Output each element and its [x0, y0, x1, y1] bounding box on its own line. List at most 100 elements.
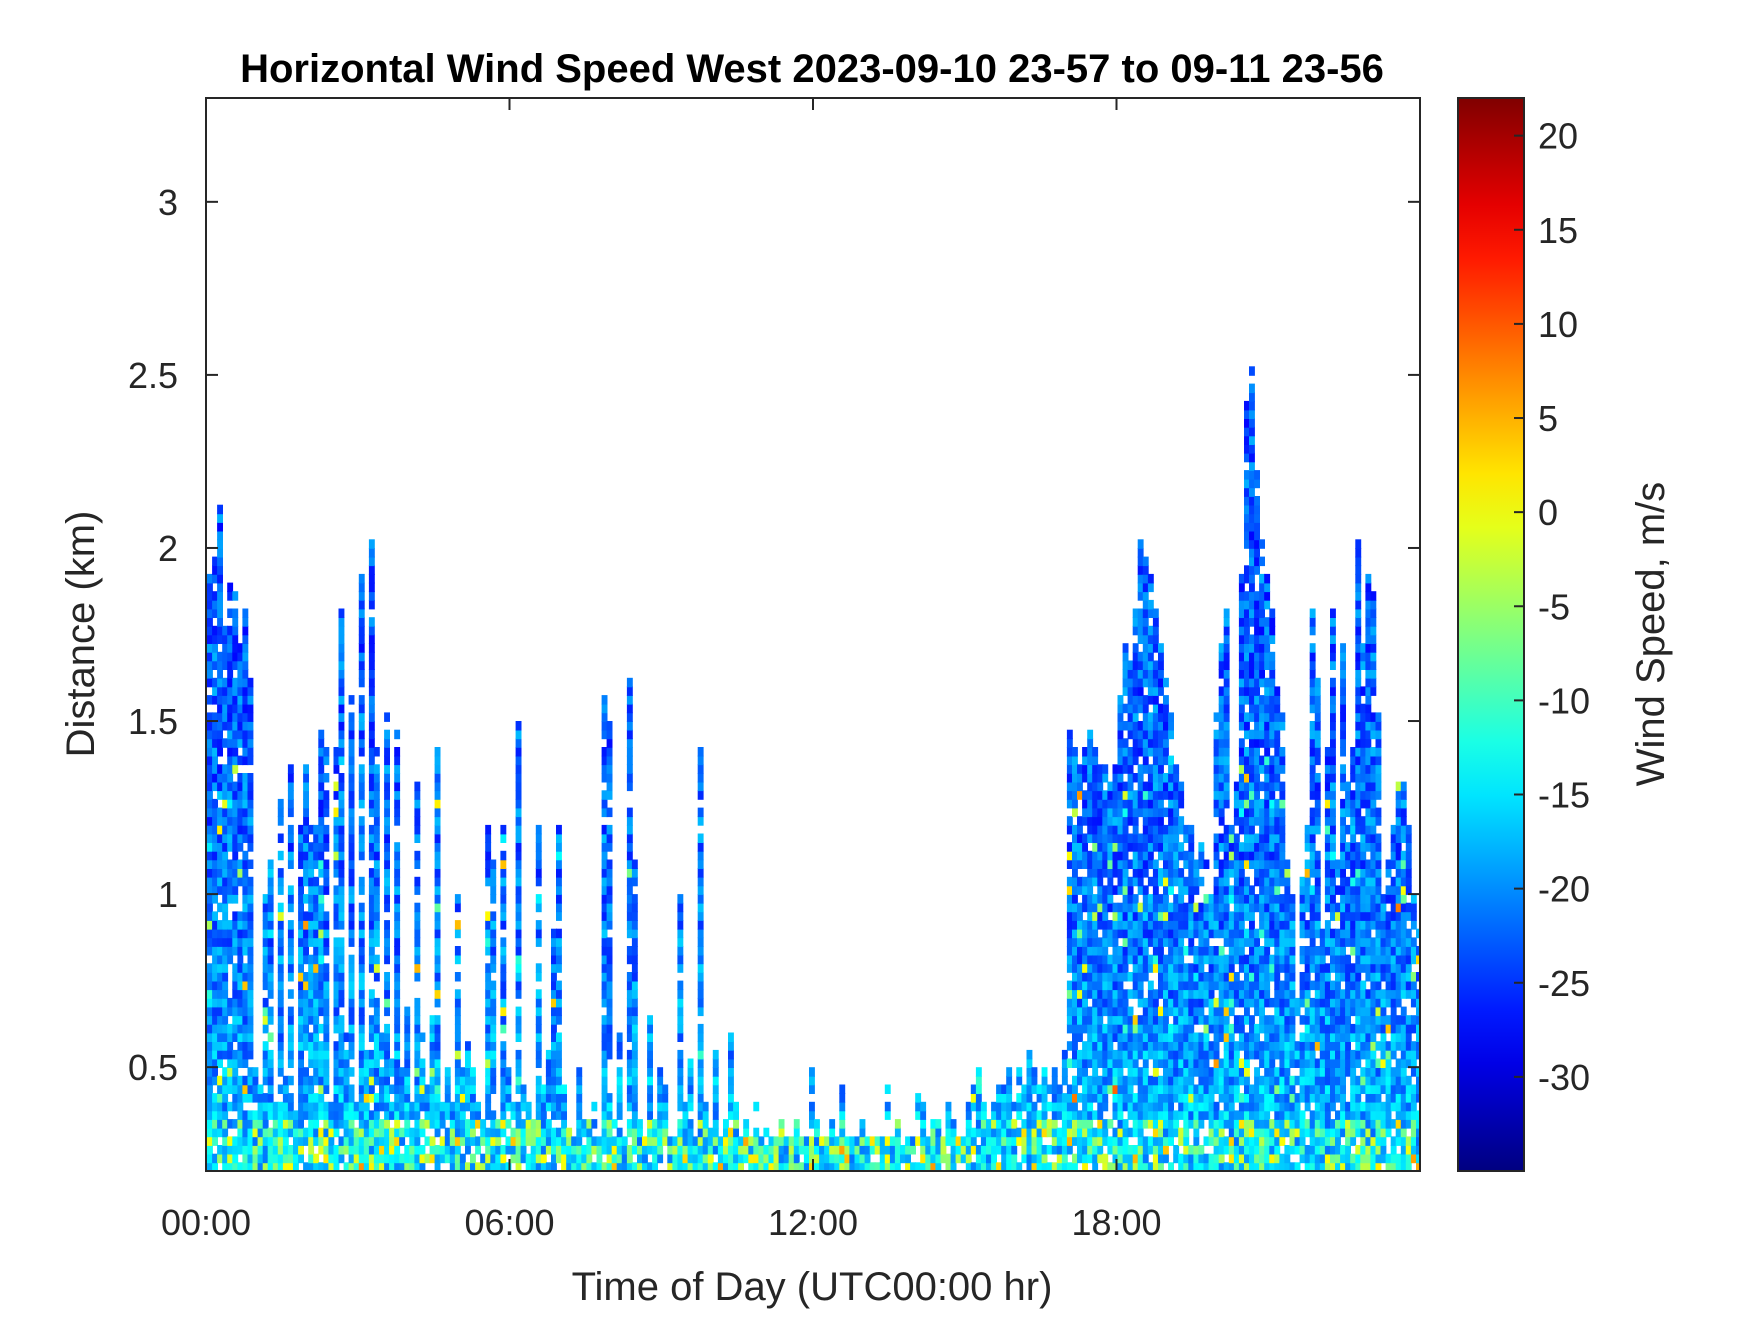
heatmap-cell — [1152, 625, 1159, 636]
heatmap-cell — [303, 773, 309, 783]
heatmap-cell — [1244, 937, 1250, 947]
heatmap-cell — [621, 1136, 628, 1146]
heatmap-cell — [723, 1145, 729, 1155]
heatmap-cell — [551, 963, 557, 973]
heatmap-cell — [313, 989, 320, 999]
heatmap-cell — [1218, 946, 1225, 956]
heatmap-cell — [267, 1058, 274, 1068]
heatmap-cell — [1082, 997, 1088, 1008]
heatmap-cell — [1254, 651, 1260, 662]
heatmap-cell — [318, 798, 325, 809]
heatmap-cell — [308, 911, 315, 921]
heatmap-cell — [303, 1006, 309, 1017]
heatmap-cell — [1168, 842, 1174, 852]
heatmap-cell — [535, 989, 542, 999]
heatmap-cell — [227, 1067, 234, 1077]
heatmap-cell — [485, 1101, 492, 1112]
heatmap-cell — [1168, 1049, 1174, 1060]
heatmap-cell — [338, 660, 345, 670]
heatmap-cell — [429, 1110, 436, 1120]
heatmap-cell — [1132, 850, 1139, 861]
heatmap-cell — [697, 946, 704, 956]
heatmap-cell — [510, 1101, 517, 1112]
heatmap-cell — [358, 946, 365, 956]
heatmap-cell — [1203, 1023, 1210, 1034]
heatmap-cell — [1233, 1015, 1240, 1025]
heatmap-cell — [1142, 816, 1149, 826]
heatmap-cell — [217, 868, 223, 878]
heatmap-cell — [379, 1145, 385, 1155]
heatmap-cell — [1082, 798, 1088, 809]
heatmap-cell — [348, 972, 355, 982]
heatmap-cell — [217, 954, 223, 965]
heatmap-cell — [1087, 755, 1094, 766]
heatmap-cell — [500, 1006, 507, 1017]
heatmap-cell — [561, 1119, 567, 1129]
heatmap-cell — [409, 1153, 416, 1164]
heatmap-cell — [1102, 1119, 1109, 1129]
heatmap-cell — [1218, 894, 1225, 904]
heatmap-cell — [1238, 1153, 1245, 1164]
heatmap-cell — [773, 1153, 780, 1164]
heatmap-cell — [1026, 1145, 1033, 1155]
heatmap-cell — [1158, 807, 1164, 818]
heatmap-cell — [318, 902, 325, 913]
heatmap-cell — [419, 1127, 426, 1138]
heatmap-cell — [1274, 798, 1281, 809]
heatmap-cell — [338, 946, 345, 956]
heatmap-cell — [409, 1110, 416, 1120]
heatmap-cell — [247, 1032, 254, 1042]
heatmap-cell — [1173, 1145, 1180, 1155]
heatmap-cell — [1173, 816, 1180, 826]
heatmap-cell — [1228, 859, 1235, 869]
heatmap-cell — [343, 1049, 350, 1060]
heatmap-cell — [1198, 1032, 1205, 1042]
heatmap-cell — [986, 1162, 992, 1171]
heatmap-cell — [510, 1136, 517, 1146]
heatmap-cell — [1147, 989, 1154, 999]
heatmap-cell — [1213, 790, 1220, 800]
heatmap-cell — [429, 1067, 436, 1077]
heatmap-cell — [1178, 1075, 1185, 1086]
heatmap-cell — [551, 954, 557, 965]
heatmap-cell — [1132, 660, 1139, 670]
heatmap-cell — [515, 1119, 522, 1129]
heatmap-cell — [1259, 573, 1265, 584]
heatmap-cell — [1072, 989, 1078, 999]
heatmap-cell — [394, 1101, 401, 1112]
heatmap-cell — [1066, 1119, 1073, 1129]
heatmap-cell — [333, 824, 340, 835]
heatmap-cell — [773, 1162, 780, 1171]
heatmap-cell — [1249, 928, 1255, 939]
heatmap-cell — [232, 651, 239, 662]
heatmap-cell — [338, 1136, 345, 1146]
heatmap-cell — [1127, 695, 1134, 705]
heatmap-cell — [373, 868, 380, 878]
heatmap-cell — [1072, 1084, 1078, 1094]
heatmap-cell — [1132, 954, 1139, 965]
heatmap-cell — [1122, 885, 1129, 895]
heatmap-cell — [1112, 1110, 1119, 1120]
heatmap-cell — [323, 989, 330, 999]
heatmap-cell — [626, 1145, 633, 1155]
heatmap-cell — [222, 1162, 229, 1171]
heatmap-cell — [353, 1110, 360, 1120]
heatmap-cell — [1072, 980, 1078, 991]
heatmap-cell — [1218, 747, 1225, 757]
heatmap-cell — [373, 747, 380, 757]
heatmap-cell — [1269, 1075, 1276, 1086]
heatmap-cell — [212, 911, 218, 921]
heatmap-cell — [1158, 1041, 1164, 1051]
heatmap-cell — [490, 920, 497, 930]
heatmap-cell — [1173, 1127, 1180, 1138]
heatmap-cell — [556, 946, 562, 956]
heatmap-cell — [1173, 989, 1180, 999]
heatmap-cell — [1077, 1058, 1083, 1068]
heatmap-cell — [1218, 1093, 1225, 1103]
heatmap-cell — [1142, 677, 1149, 688]
heatmap-cell — [1011, 1119, 1018, 1129]
heatmap-cell — [1233, 1153, 1240, 1164]
heatmap-cell — [1132, 833, 1139, 843]
heatmap-cell — [753, 1145, 760, 1155]
heatmap-cell — [1233, 1049, 1240, 1060]
